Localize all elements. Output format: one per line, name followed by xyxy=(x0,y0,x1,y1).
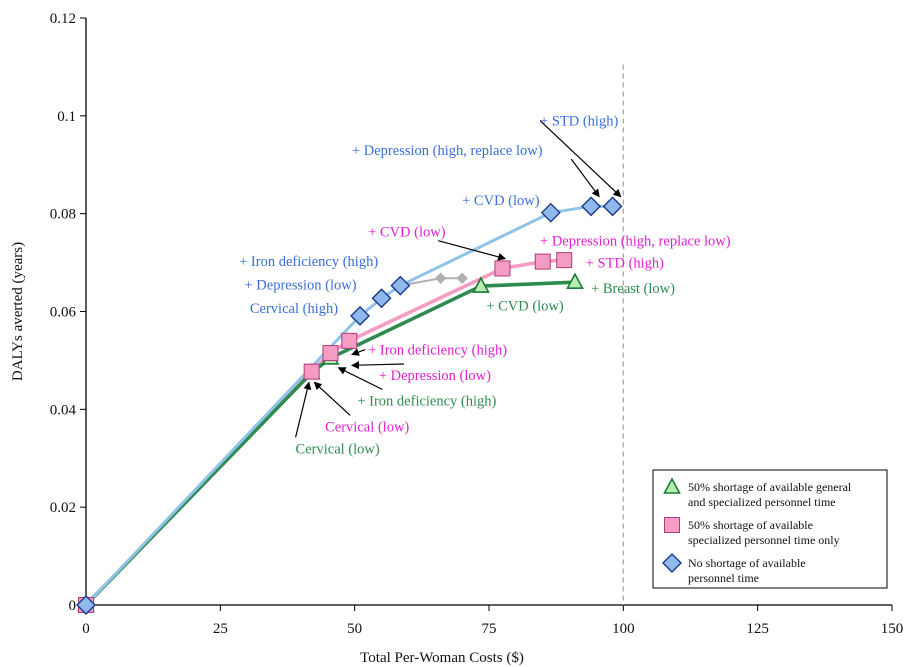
data-point xyxy=(602,196,623,217)
annotation-label: Cervical (low) xyxy=(296,441,380,457)
annotation-arrow xyxy=(539,120,622,198)
legend-label: and specialized personnel time xyxy=(688,495,836,509)
x-axis-label: Total Per-Woman Costs ($) xyxy=(360,650,524,666)
data-point xyxy=(456,272,468,284)
annotations: + STD (high) + Depression (high, replace … xyxy=(239,114,731,458)
data-point xyxy=(350,305,371,326)
annotation-arrow xyxy=(337,367,383,390)
data-point xyxy=(303,363,320,380)
annotation-arrow xyxy=(350,361,404,370)
annotation-label: + CVD (low) xyxy=(462,193,540,209)
data-point xyxy=(556,252,573,269)
annotation-label: + Depression (low) xyxy=(245,277,357,293)
annotation-arrow xyxy=(294,381,312,438)
legend-label: No shortage of available xyxy=(688,556,806,570)
data-point xyxy=(540,202,561,223)
data-point xyxy=(434,272,447,284)
y-tick-label: 0 xyxy=(69,598,77,614)
data-point xyxy=(322,345,339,362)
legend-label: 50% shortage of available xyxy=(688,518,813,532)
legend-label: specialized personnel time only xyxy=(688,533,840,547)
data-point xyxy=(390,275,411,296)
annotation-arrow xyxy=(438,240,507,261)
legend-box xyxy=(652,469,888,589)
y-tick-label: 0.08 xyxy=(50,207,76,223)
annotation-label: Cervical (low) xyxy=(325,419,409,435)
legend-marker xyxy=(663,477,681,494)
annotation-label: + Breast (low) xyxy=(591,281,675,297)
annotation-label: + Depression (low) xyxy=(379,368,491,384)
annotation-arrow xyxy=(351,348,366,356)
x-tick-label: 75 xyxy=(482,621,497,637)
y-tick-label: 0.06 xyxy=(50,305,77,321)
annotation-label: Cervical (high) xyxy=(250,301,338,317)
y-tick-label: 0.12 xyxy=(50,11,76,27)
annotation-arrow xyxy=(570,158,600,198)
annotation-label: + Depression (high, replace low) xyxy=(352,143,543,159)
x-tick-label: 100 xyxy=(612,621,635,637)
annotation-label: + STD (high) xyxy=(540,114,618,130)
legend-marker xyxy=(664,517,680,533)
y-tick-label: 0.02 xyxy=(50,500,76,516)
annotation-arrow xyxy=(313,381,351,416)
data-point xyxy=(581,196,602,217)
data-point xyxy=(494,260,511,277)
y-axis-label: DALYs averted (years) xyxy=(10,242,26,381)
x-tick-label: 0 xyxy=(82,621,90,637)
x-tick-label: 25 xyxy=(213,621,228,637)
y-tick-label: 0.1 xyxy=(57,109,76,125)
x-tick-label: 125 xyxy=(746,621,769,637)
annotation-label: + CVD (low) xyxy=(368,225,446,241)
legend-label: personnel time xyxy=(688,571,759,585)
data-point xyxy=(472,276,490,293)
legend-label: 50% shortage of available general xyxy=(688,480,852,494)
data-point xyxy=(341,332,358,349)
legend-marker xyxy=(662,553,682,573)
axes: 0 25 50 75 100 125 150 0 0.02 0.04 0.06 0.08 0.1 0.12… xyxy=(10,11,903,666)
annotation-label: + Iron deficiency (high) xyxy=(357,393,496,409)
data-point xyxy=(371,288,392,309)
x-tick-label: 50 xyxy=(347,621,362,637)
annotation-label: + Iron deficiency (high) xyxy=(368,343,507,359)
data-point xyxy=(76,595,96,615)
annotation-label: + Depression (high, replace low) xyxy=(540,233,731,249)
series-markers xyxy=(76,196,623,615)
annotation-label: + Iron deficiency (high) xyxy=(239,254,378,270)
data-point xyxy=(566,272,584,289)
x-tick-label: 150 xyxy=(881,621,904,637)
annotation-label: + STD (high) xyxy=(586,255,664,271)
data-point xyxy=(534,253,551,270)
annotation-label: + CVD (low) xyxy=(486,299,564,315)
y-tick-label: 0.04 xyxy=(50,402,77,418)
